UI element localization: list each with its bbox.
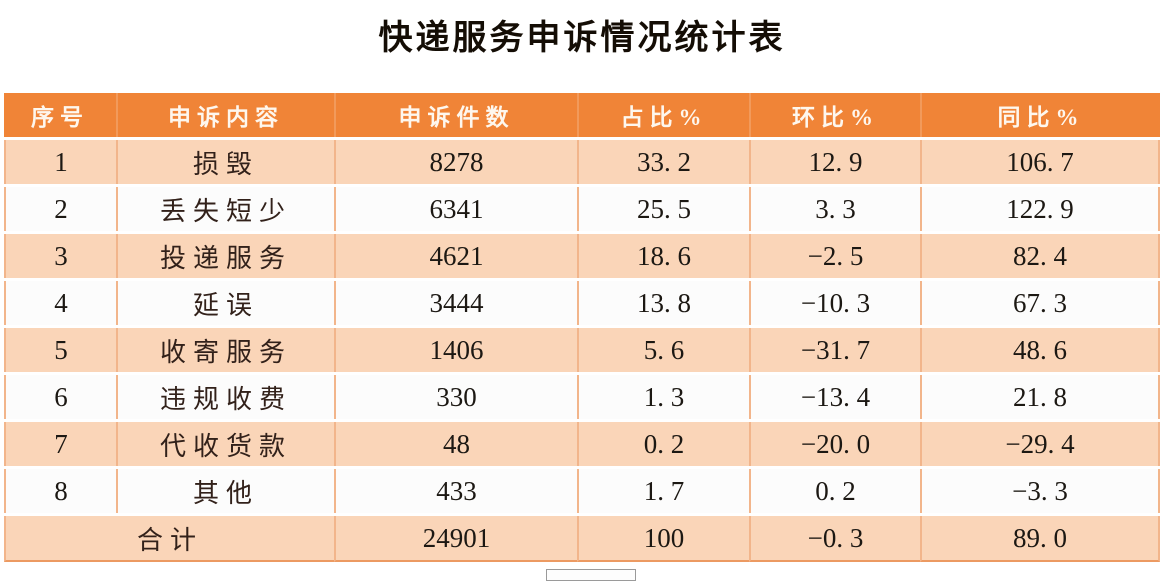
header-row: 序号 申诉内容 申诉件数 占比% 环比% 同比% [4,93,1160,137]
scroll-thumb[interactable] [546,569,636,581]
column-header-count: 申诉件数 [334,93,577,137]
cell-total-yoy: 89. 0 [920,516,1160,562]
cell-yoy: 106. 7 [920,140,1160,184]
cell-index: 8 [4,469,116,513]
column-header-mom: 环比% [749,93,920,137]
table-row: 1 损毁 8278 33. 2 12. 9 106. 7 [4,140,1160,184]
cell-index: 1 [4,140,116,184]
cell-index: 7 [4,422,116,466]
table-row: 2 丢失短少 6341 25. 5 3. 3 122. 9 [4,187,1160,231]
cell-mom: 12. 9 [749,140,920,184]
cell-share: 13. 8 [577,281,749,325]
cell-mom: −2. 5 [749,234,920,278]
cell-share: 33. 2 [577,140,749,184]
cell-index: 3 [4,234,116,278]
cell-content: 投递服务 [116,234,334,278]
complaint-stats-table: 序号 申诉内容 申诉件数 占比% 环比% 同比% 1 损毁 8278 33. 2 12.… [4,90,1160,565]
cell-content: 延误 [116,281,334,325]
cell-share: 1. 7 [577,469,749,513]
cell-index: 6 [4,375,116,419]
cell-content: 代收货款 [116,422,334,466]
cell-content: 损毁 [116,140,334,184]
cell-mom: −10. 3 [749,281,920,325]
column-header-index: 序号 [4,93,116,137]
cell-mom: −31. 7 [749,328,920,372]
cell-total-mom: −0. 3 [749,516,920,562]
cell-share: 1. 3 [577,375,749,419]
cell-total-share: 100 [577,516,749,562]
cell-count: 1406 [334,328,577,372]
cell-yoy: 82. 4 [920,234,1160,278]
cell-share: 5. 6 [577,328,749,372]
table-row: 5 收寄服务 1406 5. 6 −31. 7 48. 6 [4,328,1160,372]
cell-index: 4 [4,281,116,325]
cell-mom: 3. 3 [749,187,920,231]
cell-yoy: −29. 4 [920,422,1160,466]
cell-content: 丢失短少 [116,187,334,231]
cell-yoy: −3. 3 [920,469,1160,513]
cell-yoy: 21. 8 [920,375,1160,419]
cell-index: 2 [4,187,116,231]
column-header-yoy: 同比% [920,93,1160,137]
table-row: 6 违规收费 330 1. 3 −13. 4 21. 8 [4,375,1160,419]
cell-yoy: 122. 9 [920,187,1160,231]
column-header-content: 申诉内容 [116,93,334,137]
table-row: 3 投递服务 4621 18. 6 −2. 5 82. 4 [4,234,1160,278]
cell-total-count: 24901 [334,516,577,562]
cell-mom: −20. 0 [749,422,920,466]
cell-count: 3444 [334,281,577,325]
cell-mom: 0. 2 [749,469,920,513]
column-header-share: 占比% [577,93,749,137]
cell-count: 4621 [334,234,577,278]
cell-count: 6341 [334,187,577,231]
cell-content: 收寄服务 [116,328,334,372]
total-row: 合计 24901 100 −0. 3 89. 0 [4,516,1160,562]
page-title: 快递服务申诉情况统计表 [378,20,786,57]
cell-mom: −13. 4 [749,375,920,419]
table-body: 1 损毁 8278 33. 2 12. 9 106. 7 2 丢失短少 6341 25. 5 3. … [4,140,1160,562]
table-row: 7 代收货款 48 0. 2 −20. 0 −29. 4 [4,422,1160,466]
cell-total-label: 合计 [4,516,334,562]
cell-yoy: 48. 6 [920,328,1160,372]
cell-count: 433 [334,469,577,513]
cell-content: 违规收费 [116,375,334,419]
cell-content: 其他 [116,469,334,513]
cell-index: 5 [4,328,116,372]
cell-yoy: 67. 3 [920,281,1160,325]
cell-share: 25. 5 [577,187,749,231]
table-row: 8 其他 433 1. 7 0. 2 −3. 3 [4,469,1160,513]
table-row: 4 延误 3444 13. 8 −10. 3 67. 3 [4,281,1160,325]
cell-count: 8278 [334,140,577,184]
cell-share: 18. 6 [577,234,749,278]
cell-count: 330 [334,375,577,419]
cell-count: 48 [334,422,577,466]
cell-share: 0. 2 [577,422,749,466]
